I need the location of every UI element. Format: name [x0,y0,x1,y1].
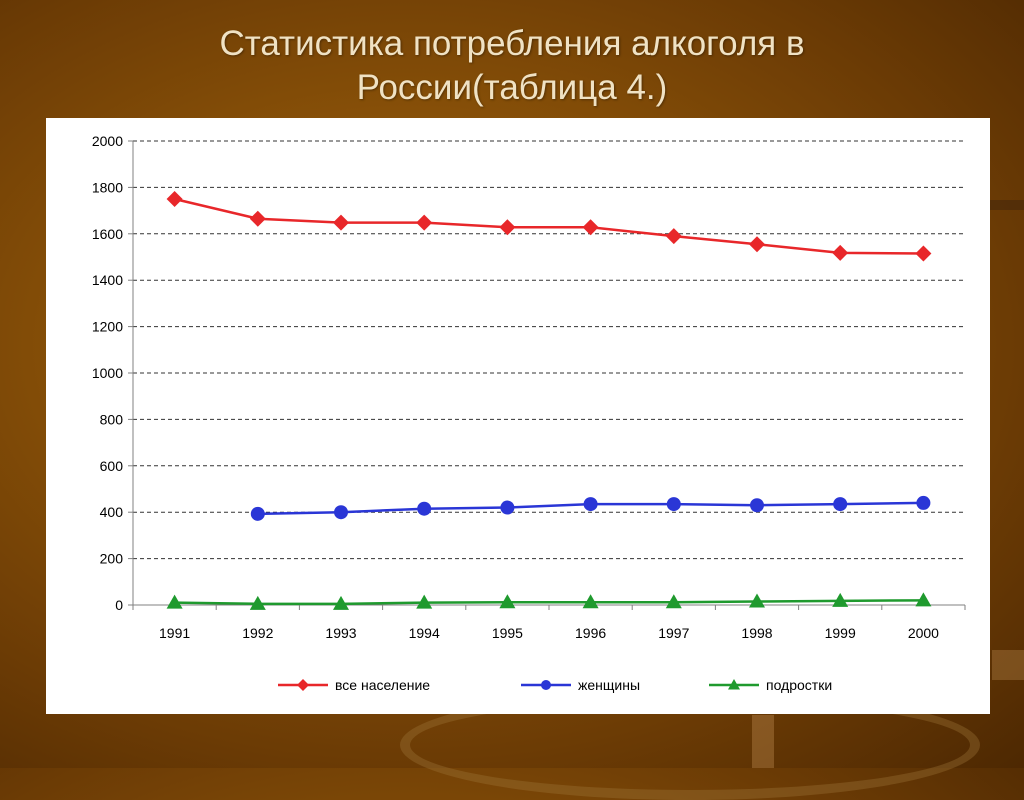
data-point-0 [499,219,516,236]
data-point-0 [249,210,266,227]
data-point-1 [916,495,931,510]
legend-marker-0 [297,679,309,691]
decorative-bar [992,650,1024,680]
y-tick-label: 1400 [92,272,123,288]
y-tick-label: 600 [100,458,124,474]
slide-title-line-2: России(таблица 4.) [356,68,668,107]
data-point-2 [416,594,433,609]
data-point-0 [915,245,932,262]
data-point-2 [665,594,682,609]
x-tick-label: 1999 [825,625,856,641]
data-point-2 [499,594,516,609]
y-tick-label: 800 [100,411,124,427]
data-point-1 [417,501,432,516]
x-tick-label: 1997 [658,625,689,641]
x-tick-label: 1992 [242,625,273,641]
legend-marker-2 [728,679,740,690]
data-point-0 [166,191,183,207]
data-point-1 [500,500,515,515]
data-point-0 [665,228,682,245]
decorative-line [990,200,1024,210]
x-tick-label: 1991 [159,625,190,641]
data-point-2 [832,592,849,607]
x-tick-label: 1996 [575,625,606,641]
data-point-0 [582,219,599,236]
data-point-2 [749,593,765,608]
data-point-1 [583,497,598,512]
data-point-0 [333,214,349,231]
data-point-1 [334,505,348,520]
slide-title: Статистика потребления алкоголя в России… [0,22,1024,110]
decorative-post [752,715,774,768]
x-tick-label: 1995 [492,625,523,641]
data-point-2 [249,595,266,610]
data-point-1 [666,497,681,512]
x-tick-label: 1998 [741,625,772,641]
x-tick-label: 1994 [409,625,440,641]
x-tick-label: 2000 [908,625,939,641]
y-tick-label: 1200 [92,319,123,335]
data-point-1 [250,506,265,521]
y-tick-label: 0 [115,597,123,613]
legend-label-2: подростки [766,677,832,693]
y-tick-label: 2000 [92,133,123,149]
legend-label-0: все население [335,677,430,693]
series-line-2 [174,599,924,606]
data-point-0 [749,236,765,253]
y-tick-label: 1600 [92,226,123,242]
legend-marker-1 [541,680,551,690]
data-point-2 [582,594,599,609]
data-point-0 [832,244,849,261]
data-point-2 [915,592,932,607]
x-tick-label: 1993 [325,625,356,641]
y-tick-label: 200 [100,551,124,567]
line-chart: 0 200 400 600 800 1000 1200 1400 1600 1800 2000 199… [92,133,966,693]
data-point-0 [416,214,433,231]
y-tick-label: 1800 [92,179,123,195]
data-point-1 [750,498,764,513]
y-tick-label: 1000 [92,365,123,381]
legend-label-1: женщины [578,677,640,693]
data-point-1 [833,497,848,512]
slide-title-line-1: Статистика потребления алкоголя в [219,24,805,63]
data-point-2 [166,594,183,609]
chart-panel: 0 200 400 600 800 1000 1200 1400 1600 1800 2000 199… [46,118,990,714]
series-line-0 [174,197,924,255]
data-point-2 [333,595,349,610]
y-tick-label: 400 [100,504,124,520]
